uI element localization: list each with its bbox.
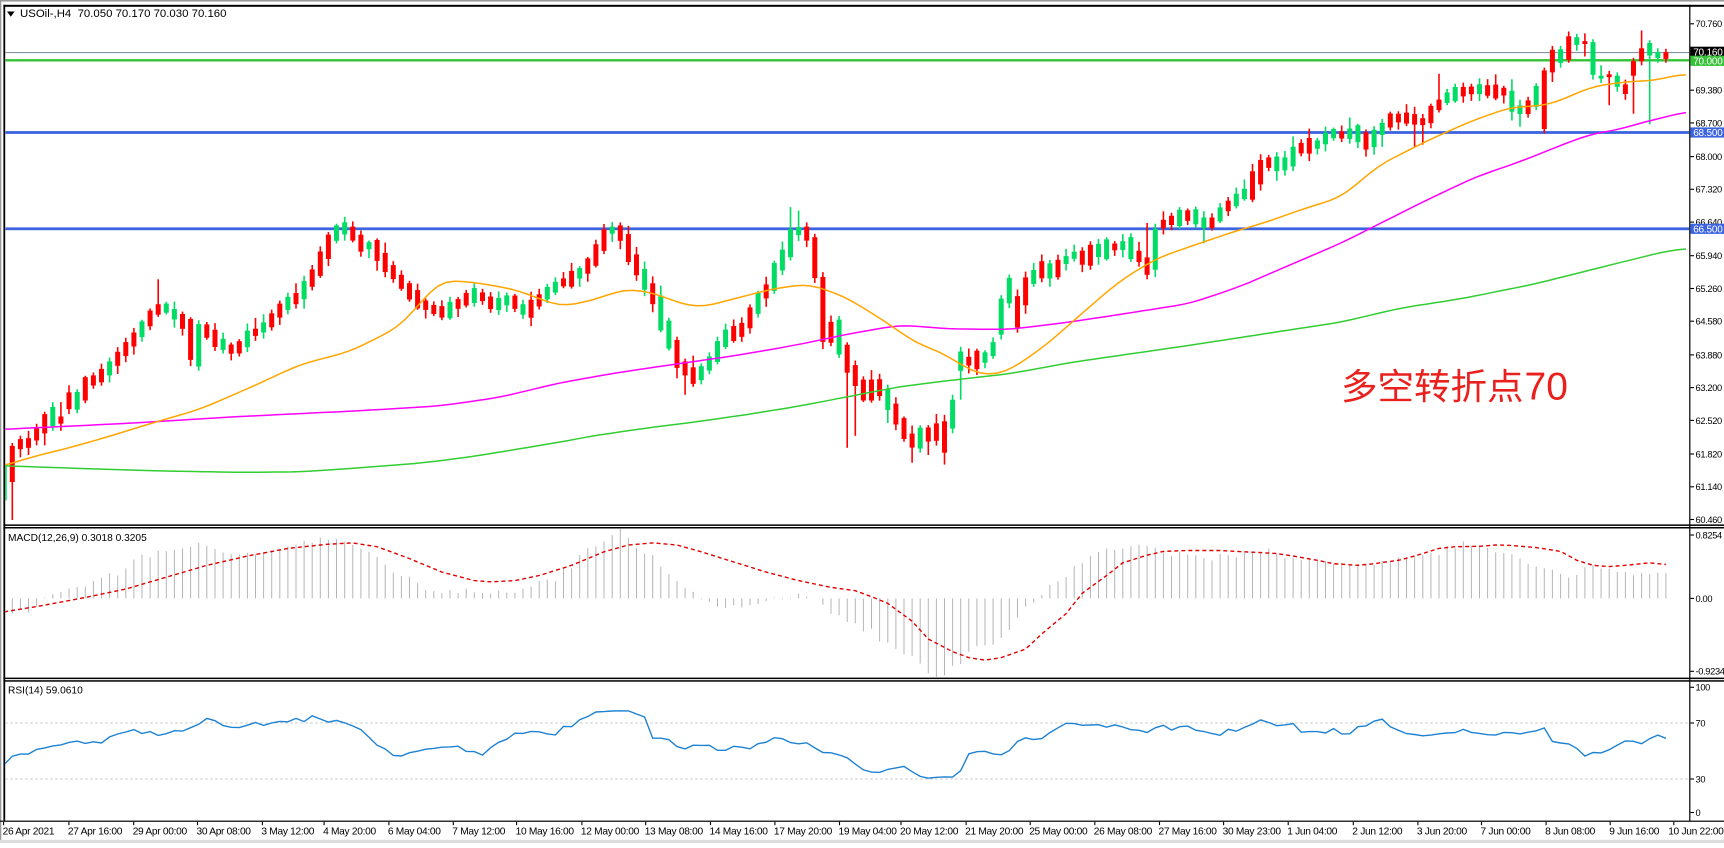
svg-text:0: 0 bbox=[1696, 808, 1701, 818]
svg-text:27 Apr 16:00: 27 Apr 16:00 bbox=[68, 827, 123, 838]
svg-text:12 May 00:00: 12 May 00:00 bbox=[581, 827, 640, 838]
svg-text:MACD(12,26,9) 0.3018 0.3205: MACD(12,26,9) 0.3018 0.3205 bbox=[8, 533, 147, 544]
svg-text:3 Jun 20:00: 3 Jun 20:00 bbox=[1417, 827, 1468, 838]
svg-text:10 Jun 22:00: 10 Jun 22:00 bbox=[1668, 827, 1724, 838]
svg-text:27 May 16:00: 27 May 16:00 bbox=[1159, 827, 1218, 838]
svg-text:68.000: 68.000 bbox=[1696, 152, 1723, 162]
svg-text:61.820: 61.820 bbox=[1696, 449, 1723, 459]
svg-text:63.200: 63.200 bbox=[1696, 383, 1723, 393]
svg-text:14 May 16:00: 14 May 16:00 bbox=[710, 827, 769, 838]
svg-text:70: 70 bbox=[1696, 718, 1706, 728]
svg-text:4 May 20:00: 4 May 20:00 bbox=[323, 827, 376, 838]
svg-text:63.880: 63.880 bbox=[1696, 350, 1723, 360]
svg-text:7 Jun 00:00: 7 Jun 00:00 bbox=[1481, 827, 1532, 838]
svg-text:17 May 20:00: 17 May 20:00 bbox=[774, 827, 833, 838]
svg-text:21 May 20:00: 21 May 20:00 bbox=[965, 827, 1024, 838]
svg-text:26 May 08:00: 26 May 08:00 bbox=[1094, 827, 1153, 838]
svg-text:8 Jun 08:00: 8 Jun 08:00 bbox=[1545, 827, 1596, 838]
svg-text:65.940: 65.940 bbox=[1696, 251, 1723, 261]
svg-text:66.500: 66.500 bbox=[1693, 224, 1723, 235]
svg-text:7 May 12:00: 7 May 12:00 bbox=[452, 827, 505, 838]
svg-text:68.500: 68.500 bbox=[1693, 128, 1723, 139]
svg-text:3 May 12:00: 3 May 12:00 bbox=[261, 827, 314, 838]
svg-text:USOil-,H4 70.050 70.170 70.03: USOil-,H4 70.050 70.170 70.030 70.160 bbox=[20, 8, 226, 20]
svg-text:13 May 08:00: 13 May 08:00 bbox=[645, 827, 704, 838]
svg-text:26 Apr 2021: 26 Apr 2021 bbox=[3, 827, 55, 838]
svg-text:70.760: 70.760 bbox=[1696, 19, 1723, 29]
svg-text:30 May 23:00: 30 May 23:00 bbox=[1223, 827, 1282, 838]
svg-text:30 Apr 08:00: 30 Apr 08:00 bbox=[197, 827, 252, 838]
svg-text:RSI(14) 59.0610: RSI(14) 59.0610 bbox=[8, 686, 83, 697]
svg-text:20 May 12:00: 20 May 12:00 bbox=[900, 827, 959, 838]
svg-text:60.460: 60.460 bbox=[1696, 515, 1723, 525]
svg-text:1 Jun 04:00: 1 Jun 04:00 bbox=[1287, 827, 1338, 838]
svg-text:65.260: 65.260 bbox=[1696, 284, 1723, 294]
svg-text:69.380: 69.380 bbox=[1696, 86, 1723, 96]
svg-text:10 May 16:00: 10 May 16:00 bbox=[516, 827, 575, 838]
svg-text:67.320: 67.320 bbox=[1696, 185, 1723, 195]
svg-text:70: 70 bbox=[1525, 366, 1568, 409]
svg-text:0.8254: 0.8254 bbox=[1696, 530, 1723, 540]
svg-text:30: 30 bbox=[1696, 774, 1706, 784]
svg-text:62.520: 62.520 bbox=[1696, 416, 1723, 426]
svg-text:19 May 04:00: 19 May 04:00 bbox=[839, 827, 898, 838]
svg-text:64.580: 64.580 bbox=[1696, 317, 1723, 327]
svg-text:0.00: 0.00 bbox=[1696, 594, 1713, 604]
svg-text:70.000: 70.000 bbox=[1693, 56, 1723, 67]
svg-text:25 May 00:00: 25 May 00:00 bbox=[1029, 827, 1088, 838]
svg-text:100: 100 bbox=[1696, 683, 1711, 693]
svg-text:61.140: 61.140 bbox=[1696, 482, 1723, 492]
svg-text:6 May 04:00: 6 May 04:00 bbox=[388, 827, 441, 838]
svg-text:29 Apr 00:00: 29 Apr 00:00 bbox=[133, 827, 188, 838]
svg-text:68.700: 68.700 bbox=[1696, 118, 1723, 128]
svg-text:9 Jun 16:00: 9 Jun 16:00 bbox=[1609, 827, 1660, 838]
svg-text:-0.9234: -0.9234 bbox=[1696, 667, 1724, 677]
svg-text:2 Jun 12:00: 2 Jun 12:00 bbox=[1352, 827, 1403, 838]
